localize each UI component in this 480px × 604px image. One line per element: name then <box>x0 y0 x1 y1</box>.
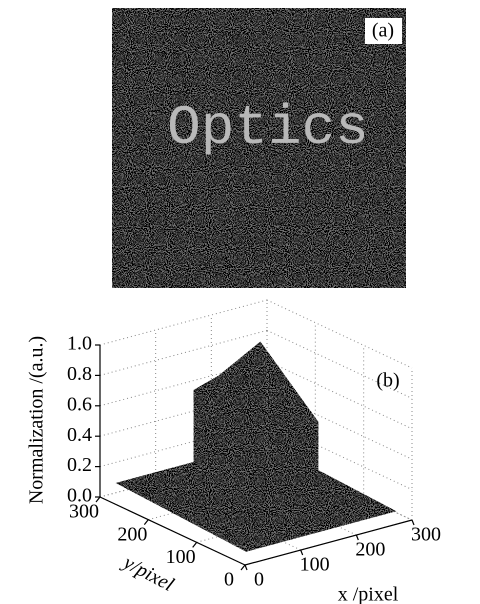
noise-image <box>112 8 406 288</box>
z-tick-label: 0.6 <box>67 393 92 415</box>
y-axis <box>99 496 246 566</box>
y-tick-label: 100 <box>166 546 196 568</box>
z-axis-label: Normalization /(a.u.) <box>26 336 48 504</box>
z-tick-label: 0.0 <box>67 485 92 507</box>
grid-line <box>266 360 413 430</box>
grid-line <box>266 299 413 369</box>
x-tick <box>411 519 415 526</box>
x-tick-label: 300 <box>411 524 441 546</box>
y-tick <box>143 519 149 526</box>
z-tick-label: 0.2 <box>67 454 92 476</box>
label-box <box>365 18 402 44</box>
z-tick-label: 1.0 <box>67 333 92 355</box>
surface-plot: 0.0 0.2 0.4 0.6 0.8 1.0 0 100 200 300 0 100 200 300 (b… <box>67 299 441 591</box>
grid-line <box>266 390 413 460</box>
grid-line <box>266 329 413 399</box>
y-tick-label: 200 <box>117 523 147 545</box>
y-tick-label: 0 <box>224 569 234 591</box>
x-tick <box>244 564 248 571</box>
x-tick-label: 200 <box>355 539 385 561</box>
z-tick-label: 0.8 <box>67 363 92 385</box>
y-tick-label: 300 <box>69 501 99 523</box>
grid-line <box>99 299 268 346</box>
grid-line <box>266 421 413 491</box>
x-axis-label: x /pixel <box>338 584 399 604</box>
x-tick <box>300 549 304 556</box>
x-tick-label: 100 <box>300 554 330 576</box>
image-panel: Optics (a) <box>112 8 406 288</box>
y-tick <box>95 496 101 503</box>
x-axis <box>244 519 413 566</box>
x-tick-label: 0 <box>254 569 264 591</box>
image-text: Optics <box>167 96 369 160</box>
y-tick <box>192 541 198 548</box>
panel-label: (a) <box>372 20 394 42</box>
grid-line <box>99 329 268 376</box>
panel-label: (b) <box>376 370 399 392</box>
surface-peak <box>193 341 319 509</box>
z-tick-label: 0.4 <box>67 424 92 446</box>
x-tick <box>355 534 359 541</box>
y-tick <box>240 564 246 571</box>
